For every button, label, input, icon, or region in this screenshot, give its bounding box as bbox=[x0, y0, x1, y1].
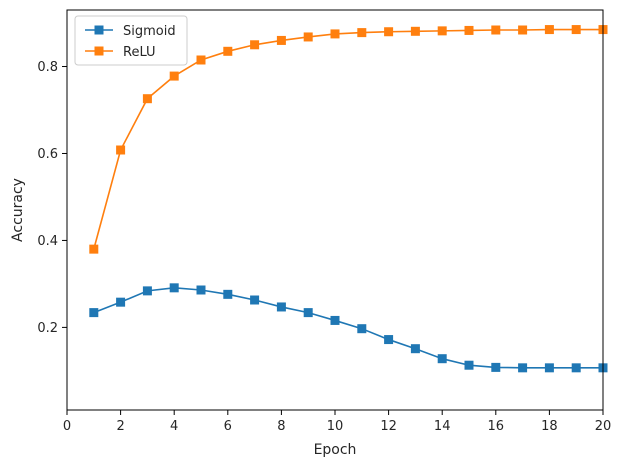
relu-point bbox=[89, 244, 99, 254]
x-tick-label: 0 bbox=[63, 419, 71, 434]
legend-label: Sigmoid bbox=[123, 24, 176, 39]
x-tick-label: 4 bbox=[170, 419, 178, 434]
relu-point bbox=[250, 40, 260, 50]
plot-series bbox=[89, 25, 608, 373]
relu-point bbox=[276, 35, 286, 45]
sigmoid-point bbox=[196, 285, 206, 295]
sigmoid-point bbox=[223, 289, 233, 299]
x-tick-label: 20 bbox=[595, 419, 612, 434]
relu-point bbox=[196, 55, 206, 65]
x-tick-label: 14 bbox=[434, 419, 451, 434]
y-axis-ticks: 0.2 0.4 0.6 0.8 bbox=[37, 60, 67, 336]
x-axis-ticks: 0 2 4 6 8 10 12 14 16 18 20 bbox=[63, 410, 611, 434]
relu-point bbox=[303, 32, 313, 42]
sigmoid-line bbox=[93, 287, 603, 369]
y-tick-label: 0.2 bbox=[37, 321, 58, 336]
relu-point bbox=[384, 27, 394, 37]
legend-label: ReLU bbox=[123, 45, 156, 60]
relu-point bbox=[464, 25, 474, 35]
sigmoid-point bbox=[303, 308, 313, 318]
legend-swatch-marker bbox=[94, 25, 104, 35]
sigmoid-point bbox=[142, 286, 152, 296]
relu-point bbox=[223, 46, 233, 56]
relu-point bbox=[169, 71, 179, 81]
x-tick-label: 12 bbox=[380, 419, 397, 434]
relu-point bbox=[437, 26, 447, 36]
x-tick-label: 8 bbox=[277, 419, 285, 434]
x-tick-label: 2 bbox=[116, 419, 124, 434]
relu-point bbox=[410, 26, 420, 36]
legend-swatch-marker bbox=[94, 46, 104, 56]
relu-point bbox=[330, 29, 340, 39]
relu-point bbox=[571, 25, 581, 35]
x-axis-label: Epoch bbox=[314, 442, 357, 458]
y-tick-label: 0.8 bbox=[37, 60, 58, 75]
legend-item-sigmoid: Sigmoid bbox=[85, 24, 176, 39]
sigmoid-point bbox=[330, 315, 340, 325]
sigmoid-point bbox=[491, 362, 501, 372]
sigmoid-point bbox=[116, 297, 126, 307]
sigmoid-point bbox=[250, 295, 260, 305]
sigmoid-point bbox=[169, 283, 179, 293]
sigmoid-point bbox=[437, 354, 447, 364]
relu-point bbox=[544, 25, 554, 35]
y-tick-label: 0.4 bbox=[37, 234, 58, 249]
sigmoid-point bbox=[518, 363, 528, 373]
series-sigmoid bbox=[89, 283, 608, 373]
relu-point bbox=[142, 94, 152, 104]
x-tick-label: 16 bbox=[488, 419, 505, 434]
sigmoid-point bbox=[384, 335, 394, 345]
sigmoid-point bbox=[89, 308, 99, 318]
relu-point bbox=[357, 28, 367, 38]
y-tick-label: 0.6 bbox=[37, 147, 58, 162]
plot-frame bbox=[66, 9, 604, 411]
x-tick-label: 6 bbox=[224, 419, 232, 434]
sigmoid-point bbox=[464, 360, 474, 370]
sigmoid-point bbox=[571, 363, 581, 373]
y-axis-label: Accuracy bbox=[10, 178, 26, 242]
relu-point bbox=[116, 145, 126, 155]
sigmoid-point bbox=[410, 344, 420, 354]
relu-point bbox=[491, 25, 501, 35]
x-tick-label: 10 bbox=[327, 419, 344, 434]
legend-item-relu: ReLU bbox=[85, 45, 156, 60]
x-tick-label: 18 bbox=[541, 419, 558, 434]
sigmoid-point bbox=[276, 302, 286, 312]
relu-point bbox=[518, 25, 528, 35]
sigmoid-point bbox=[544, 363, 554, 373]
sigmoid-point bbox=[357, 324, 367, 334]
legend: Sigmoid ReLU bbox=[74, 15, 188, 66]
